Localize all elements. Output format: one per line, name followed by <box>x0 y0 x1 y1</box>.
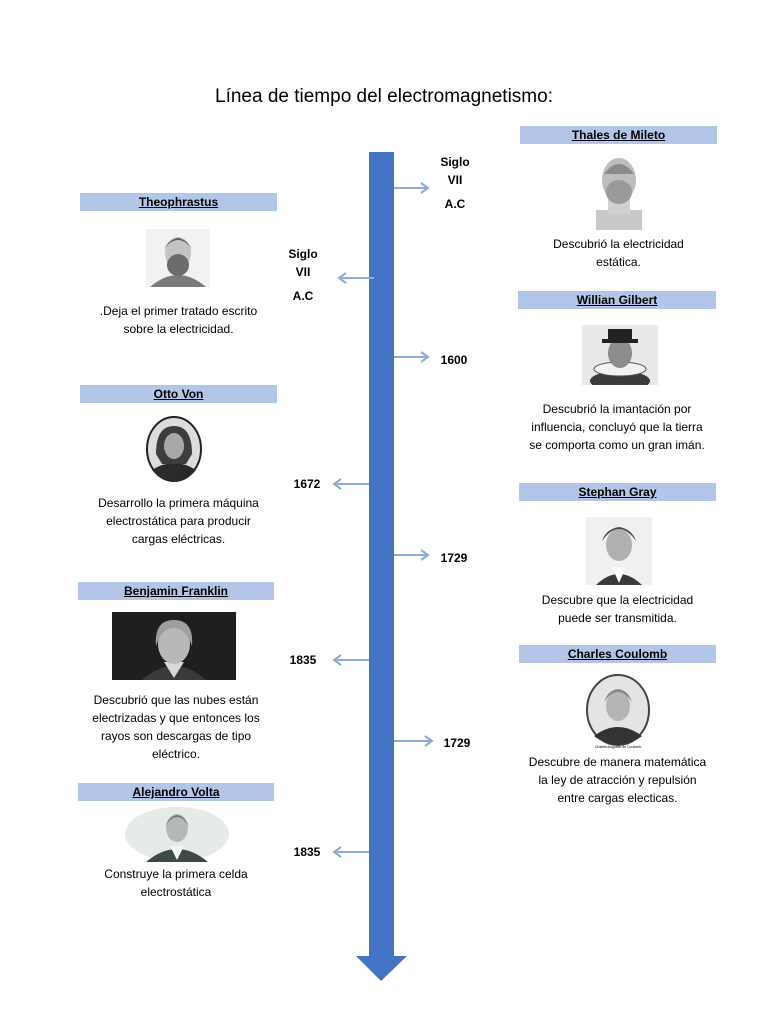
desc-otto-von: Desarrollo la primera máquina electrostá… <box>80 494 277 548</box>
desc-line: electrostática <box>140 885 212 899</box>
desc-line: puede ser transmitida. <box>558 611 677 625</box>
coulomb-caption: Charles Augustin de Coulomb <box>595 745 641 749</box>
date-line: A.C <box>292 289 314 303</box>
connector-gray <box>394 549 430 561</box>
name-header-thales: Thales de Mileto <box>520 126 717 144</box>
date-line: VII <box>295 265 311 279</box>
desc-line: se comporta como un gran imán. <box>529 438 705 452</box>
desc-line: Desarrollo la primera máquina <box>98 496 259 510</box>
date-line: Siglo <box>288 247 318 261</box>
desc-line: Construye la primera celda <box>104 867 248 881</box>
desc-line: Descubrió que las nubes están <box>93 693 259 707</box>
desc-line: Descubrió la electricidad <box>553 237 684 251</box>
date-gilbert: 1600 <box>440 353 468 367</box>
date-line: A.C <box>444 197 466 211</box>
name-header-theophrastus: Theophrastus <box>80 193 277 211</box>
desc-line: .Deja el primer tratado escrito <box>99 304 258 318</box>
date-line: Siglo <box>440 155 470 169</box>
desc-line: cargas eléctricas. <box>131 532 226 546</box>
connector-coulomb <box>394 735 434 747</box>
connector-franklin <box>332 654 369 666</box>
gray-portrait-image <box>586 517 652 585</box>
desc-line: influencia, concluyó que la tierra <box>531 420 703 434</box>
desc-gray: Descubre que la electricidad puede ser t… <box>519 591 716 627</box>
desc-line: sobre la electricidad. <box>123 322 234 336</box>
connector-otto <box>332 478 369 490</box>
name-header-gilbert: Willian Gilbert <box>518 291 716 309</box>
thales-portrait-image <box>596 158 642 230</box>
date-franklin: 1835 <box>289 653 317 667</box>
date-otto-von: 1672 <box>293 477 321 491</box>
connector-theophrastus <box>337 272 374 284</box>
date-gray: 1729 <box>440 551 468 565</box>
coulomb-portrait-image: Charles Augustin de Coulomb <box>586 674 650 749</box>
connector-gilbert <box>394 351 430 363</box>
timeline-bar <box>369 152 394 958</box>
desc-line: la ley de atracción y repulsión <box>538 773 697 787</box>
desc-line: estática. <box>596 255 641 269</box>
theophrastus-portrait-image <box>146 229 210 287</box>
page-title: Línea de tiempo del electromagnetismo: <box>215 86 553 107</box>
date-thales: Siglo VII A.C <box>432 153 478 213</box>
desc-franklin: Descubrió que las nubes están electrizad… <box>78 691 274 763</box>
franklin-portrait-image <box>112 612 236 680</box>
name-header-coulomb: Charles Coulomb <box>519 645 716 663</box>
desc-line: entre cargas electicas. <box>557 791 678 805</box>
desc-line: Descubre que la electricidad <box>541 593 694 607</box>
timeline-arrowhead <box>356 956 407 981</box>
desc-theophrastus: .Deja el primer tratado escrito sobre la… <box>80 302 277 338</box>
desc-line: electrostática para producir <box>106 514 251 528</box>
date-line: VII <box>447 173 463 187</box>
desc-coulomb: Descubre de manera matemática la ley de … <box>519 753 716 807</box>
name-header-otto-von: Otto Von <box>80 385 277 403</box>
date-coulomb: 1729 <box>443 736 471 750</box>
desc-line: Descubre de manera matemática <box>528 755 707 769</box>
date-theophrastus: Siglo VII A.C <box>280 245 326 305</box>
desc-line: electrizadas y que entonces los <box>92 711 260 725</box>
name-header-franklin: Benjamin Franklin <box>78 582 274 600</box>
desc-line: Descubrió la imantación por <box>542 402 692 416</box>
name-header-volta: Alejandro Volta <box>78 783 274 801</box>
otto-von-portrait-image <box>146 416 202 482</box>
desc-gilbert: Descubrió la imantación por influencia, … <box>518 400 716 454</box>
gilbert-portrait-image <box>582 325 658 385</box>
desc-line: eléctrico. <box>151 747 201 761</box>
date-volta: 1835 <box>293 845 321 859</box>
connector-volta <box>332 846 369 858</box>
volta-portrait-image <box>125 807 229 862</box>
desc-volta: Construye la primera celda electrostátic… <box>78 865 274 901</box>
connector-thales <box>394 182 430 194</box>
desc-thales: Descubrió la electricidad estática. <box>520 235 717 271</box>
desc-line: rayos son descargas de tipo <box>100 729 252 743</box>
name-header-gray: Stephan Gray <box>519 483 716 501</box>
